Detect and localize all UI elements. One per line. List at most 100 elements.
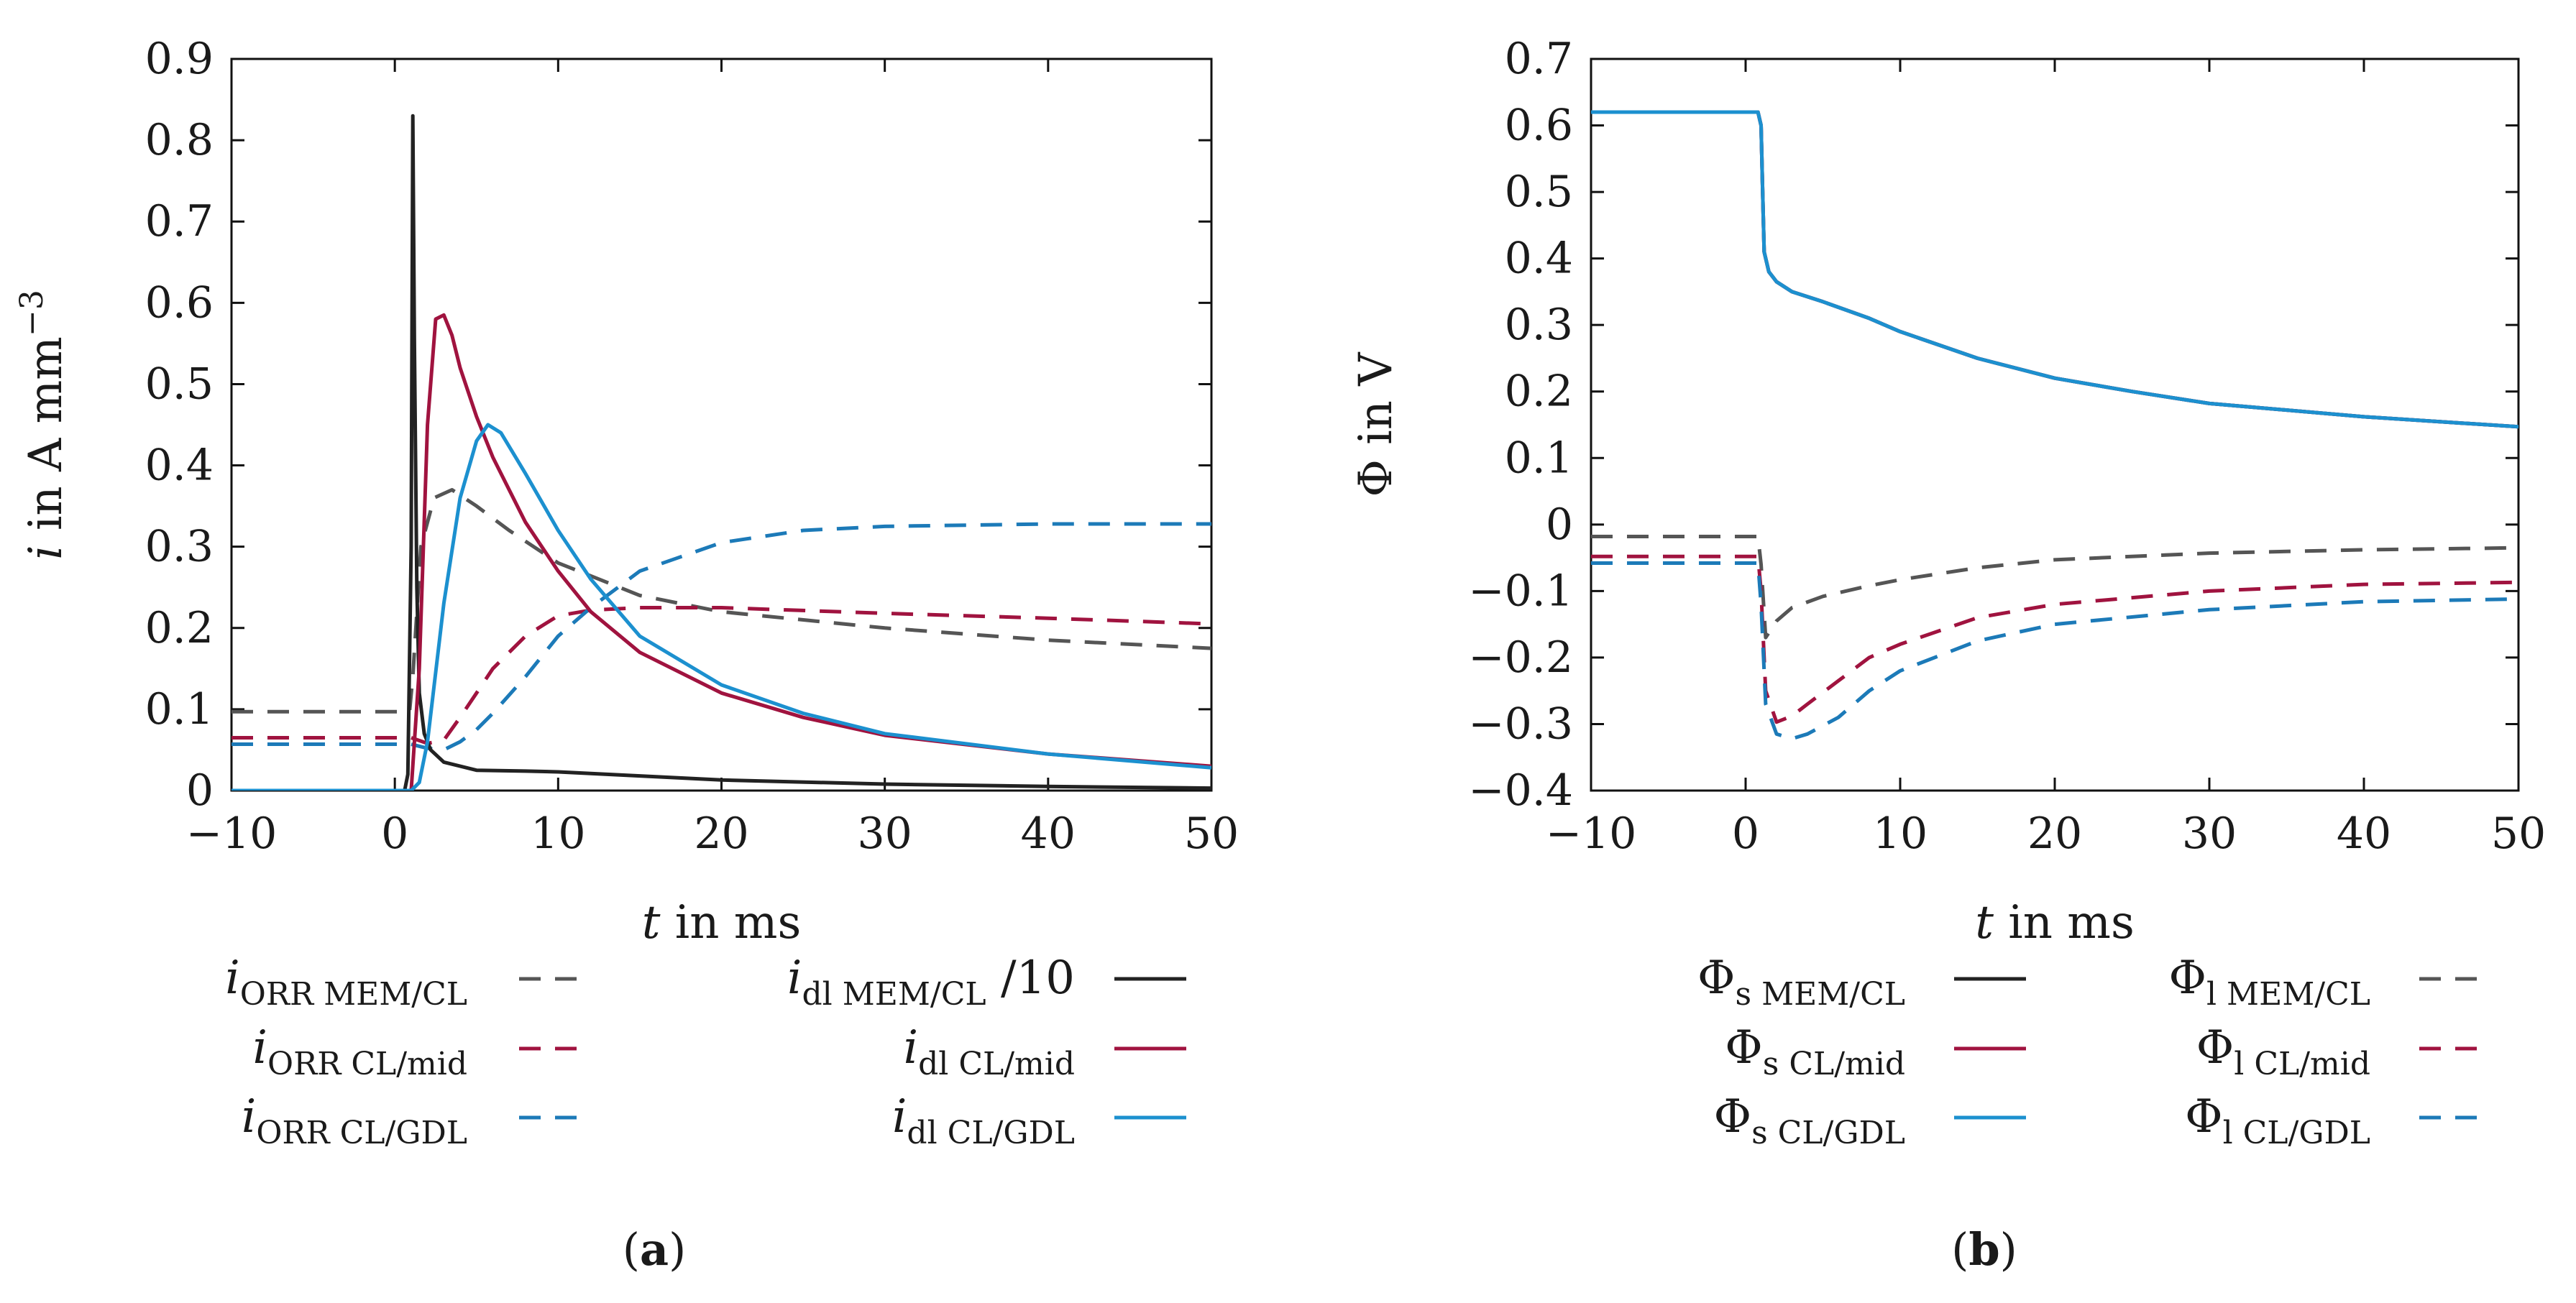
legend-label: Φl MEM/CL: [2169, 952, 2370, 1013]
legend-label-main: Φ: [1697, 952, 1735, 1005]
series-line-i-orr-cl-mid: [232, 606, 1211, 745]
x-tick-label: 40: [2337, 809, 2391, 859]
series-line-i-dl-mem-cl: [232, 114, 1211, 791]
y-tick-label: −0.4: [1468, 765, 1573, 816]
legend-label-sub: l CL/mid: [2234, 1046, 2370, 1082]
y-tick-label: 0.2: [145, 603, 214, 653]
y-tick-label: −0.3: [1468, 699, 1573, 749]
y-axis-label-var: Φ: [1349, 459, 1403, 497]
x-tick-label: 10: [1873, 809, 1928, 859]
legend-label-main: i: [787, 952, 802, 1005]
legend-label: idl CL/GDL: [892, 1090, 1075, 1151]
legend-label: iORR CL/GDL: [242, 1090, 467, 1151]
y-tick-label: 0.2: [1505, 367, 1573, 417]
x-tick-label: 10: [531, 809, 585, 859]
y-tick-label: 0.5: [1505, 167, 1573, 217]
x-axis-label-var: t: [1975, 896, 1994, 949]
series-line-i-dl-cl-mid: [232, 313, 1211, 791]
series-line-i-dl-cl-gdl: [232, 423, 1211, 791]
y-axis-label: i in A mm−3: [14, 290, 73, 560]
x-tick-label: 40: [1021, 809, 1076, 859]
x-axis-label-var: t: [642, 896, 661, 949]
x-tick-label: 0: [1732, 809, 1759, 859]
legend-label-sub: s MEM/CL: [1736, 976, 1906, 1013]
y-tick-label: 0.1: [145, 684, 214, 735]
series-line-phi-l-mem-cl: [1591, 535, 2518, 640]
legend-label-sub: ORR MEM/CL: [240, 976, 467, 1013]
legend-label: Φs CL/mid: [1725, 1021, 1905, 1082]
legend-label-main: i: [892, 1090, 907, 1143]
legend-label-sub: dl CL/GDL: [907, 1115, 1075, 1151]
x-tick-label: 50: [2491, 809, 2546, 859]
y-tick-label: 0.9: [145, 34, 214, 84]
y-tick-label: 0: [186, 765, 214, 816]
legend-label-main: Φ: [1714, 1090, 1751, 1143]
plot-frame: [1590, 57, 2520, 792]
x-tick-label: 30: [857, 809, 912, 859]
y-tick-label: −0.2: [1468, 632, 1573, 683]
y-tick-label: 0.5: [145, 359, 214, 409]
panel-caption: (b): [1951, 1223, 2017, 1276]
legend-label: Φs CL/GDL: [1714, 1090, 1905, 1151]
y-axis-label-rest: in V: [1349, 351, 1403, 459]
plot-frame: [230, 57, 1213, 792]
legend-label-sub: l CL/GDL: [2223, 1115, 2370, 1151]
legend-label-main: Φ: [2185, 1090, 2222, 1143]
legend-label: idl MEM/CL /10: [787, 952, 1075, 1013]
x-axis-label-rest: in ms: [660, 896, 801, 949]
y-axis-label-var: i: [19, 545, 73, 559]
legend-label-main: i: [904, 1021, 918, 1074]
y-axis-label: Φ in V: [1349, 351, 1403, 497]
legend-label-sub: l MEM/CL: [2206, 976, 2370, 1013]
legend-label-sub: dl CL/mid: [918, 1046, 1075, 1082]
legend-label-main: Φ: [2169, 952, 2206, 1005]
y-tick-label: 0.6: [145, 277, 214, 328]
legend-label: iORR CL/mid: [253, 1021, 467, 1082]
legend-label-sub: s CL/mid: [1763, 1046, 1905, 1082]
x-axis-label-rest: in ms: [1994, 896, 2135, 949]
x-tick-label: 20: [2027, 809, 2082, 859]
x-tick-label: 20: [694, 809, 748, 859]
y-axis-label-sup: −3: [14, 290, 50, 336]
y-tick-label: −0.1: [1468, 566, 1573, 616]
y-tick-label: 0.7: [1505, 34, 1573, 84]
x-tick-label: 50: [1184, 809, 1239, 859]
legend-label-sub: s CL/GDL: [1751, 1115, 1905, 1151]
series-line-phi-l-cl-mid: [1591, 554, 2518, 724]
y-tick-label: 0.6: [1505, 101, 1573, 151]
panel-b: −10 0 10 20 30 40 50 −0.4 −0.3 −0.2 −0.1 0 0.1 0.2 0.3…: [1349, 34, 2546, 1276]
series-line-phi-s-cl-gdl: [1591, 110, 2518, 429]
x-tick-label: 0: [381, 809, 408, 859]
x-tick-label: 30: [2182, 809, 2237, 859]
legend-label-main: i: [253, 1021, 267, 1074]
legend-label-main: i: [225, 952, 239, 1005]
legend-label-sub: ORR CL/mid: [267, 1046, 467, 1082]
y-tick-label: 0.7: [145, 196, 214, 247]
legend-label-main: Φ: [1725, 1021, 1762, 1074]
legend-label-sub: dl MEM/CL: [802, 976, 986, 1013]
legend-label: Φl CL/GDL: [2185, 1090, 2370, 1151]
y-tick-label: 0.4: [1505, 234, 1573, 284]
x-tick-label: −10: [186, 809, 278, 859]
legend-label: Φl CL/mid: [2196, 1021, 2370, 1082]
x-tick-label: −10: [1546, 809, 1637, 859]
legend-label-suffix: /10: [986, 952, 1075, 1005]
y-tick-label: 0.1: [1505, 433, 1573, 483]
y-tick-label: 0: [1546, 499, 1573, 550]
x-axis-label: t in ms: [642, 896, 802, 949]
legend-label: iORR MEM/CL: [225, 952, 467, 1013]
y-tick-label: 0.3: [1505, 300, 1573, 350]
y-tick-label: 0.3: [145, 522, 214, 572]
panel-a: −10 0 10 20 30 40 5000.10.20.30.40.50.60.70.80…: [14, 34, 1239, 1276]
panel-caption: (a): [623, 1223, 687, 1276]
y-axis-label-rest: in A mm: [19, 336, 73, 545]
series-line-i-orr-cl-gdl: [232, 522, 1211, 752]
x-axis-label: t in ms: [1975, 896, 2135, 949]
series-line-phi-l-cl-gdl: [1591, 561, 2518, 741]
legend-label: Φs MEM/CL: [1697, 952, 1905, 1013]
legend-label-main: Φ: [2196, 1021, 2234, 1074]
legend-label-sub: ORR CL/GDL: [256, 1115, 467, 1151]
y-tick-label: 0.8: [145, 115, 214, 165]
y-tick-label: 0.4: [145, 441, 214, 491]
